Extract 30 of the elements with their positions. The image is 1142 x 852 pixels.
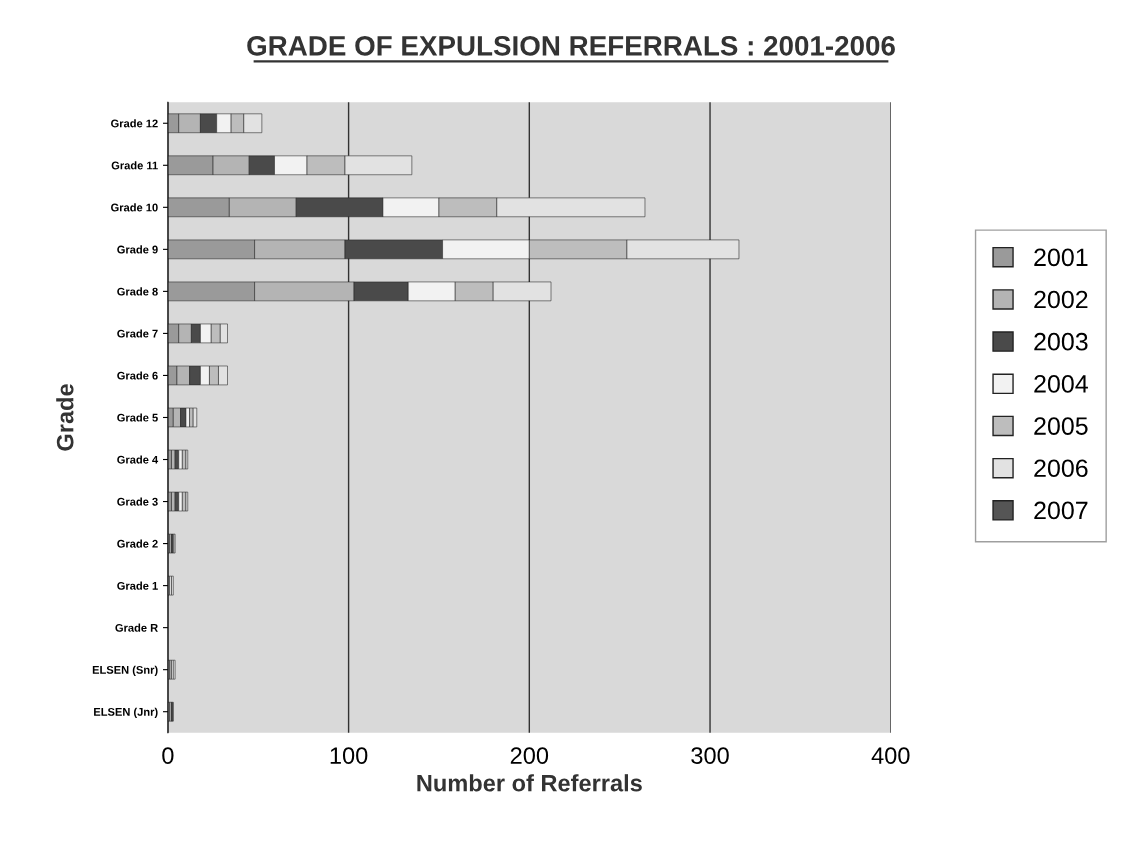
chart-title: GRADE OF EXPULSION REFERRALS : 2001-2006	[247, 35, 895, 56]
legend-label: 2005	[1034, 417, 1088, 435]
y-axis-title: Grade	[56, 384, 74, 451]
y-tick-label: Grade 2	[117, 539, 158, 548]
y-tick-label: Grade 5	[117, 413, 158, 422]
y-tick-label: Grade 4	[117, 455, 159, 464]
y-tick-label: Grade 9	[117, 245, 158, 254]
x-tick-label: 200	[510, 747, 549, 764]
y-tick-label: Grade 6	[117, 371, 158, 380]
x-tick-label: 0	[162, 747, 174, 764]
x-axis-title: Number of Referrals	[417, 774, 642, 792]
y-tick-label: Grade 7	[117, 329, 158, 338]
y-tick-label: Grade 8	[117, 287, 158, 296]
y-tick-label: Grade 3	[117, 497, 158, 506]
x-tick-label: 300	[691, 747, 729, 764]
y-tick-label: ELSEN (Jnr)	[94, 707, 158, 719]
x-tick-label: 400	[871, 747, 910, 764]
y-tick-label: Grade 10	[111, 203, 158, 212]
x-tick-label: 100	[330, 747, 368, 764]
y-tick-label: Grade 11	[111, 161, 158, 170]
y-tick-label: ELSEN (Snr)	[92, 665, 158, 676]
legend-label: 2001	[1034, 248, 1088, 267]
legend-label: 2004	[1034, 375, 1088, 393]
legend-label: 2003	[1034, 332, 1088, 351]
y-tick-label: Grade R	[115, 623, 158, 632]
legend-label: 2002	[1034, 290, 1088, 309]
legend-label: 2006	[1034, 459, 1088, 478]
legend-label: 2007	[1034, 501, 1088, 520]
y-tick-label: Grade 1	[117, 581, 158, 590]
y-tick-label: Grade 12	[111, 119, 158, 128]
